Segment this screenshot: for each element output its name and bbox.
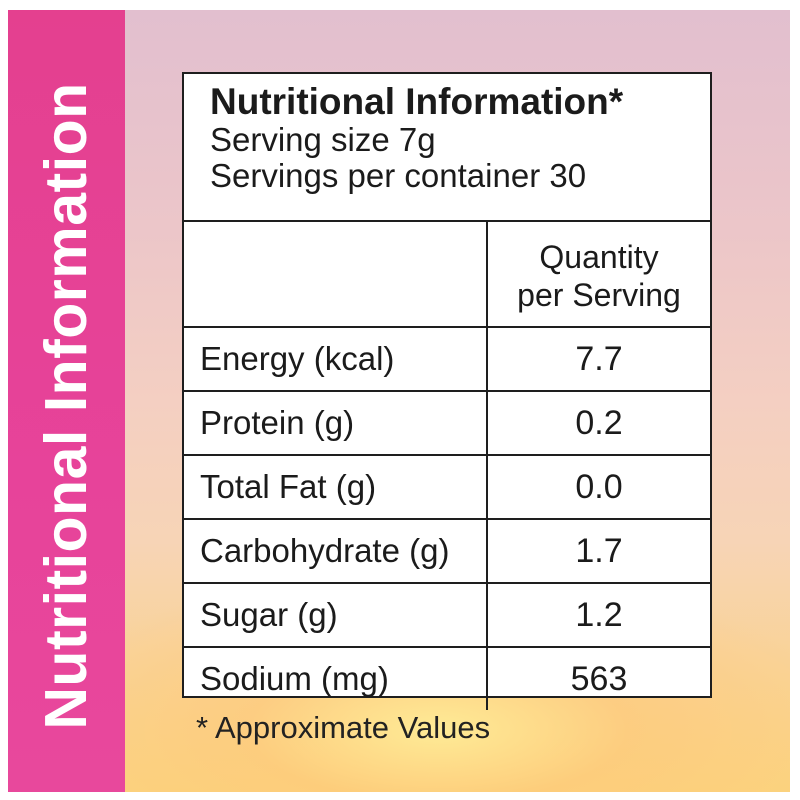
table-row: Protein (g) 0.2 [184, 392, 710, 456]
nutrient-label: Carbohydrate (g) [184, 520, 488, 582]
serving-size: Serving size 7g [210, 121, 436, 158]
column-header-quantity: Quantity per Serving [488, 222, 710, 326]
nutrient-label: Sugar (g) [184, 584, 488, 646]
column-header-empty [184, 222, 488, 326]
table-row: Total Fat (g) 0.0 [184, 456, 710, 520]
panel-title: Nutritional Information* [210, 81, 624, 122]
nutrient-value: 1.2 [575, 595, 623, 634]
column-header-row: Quantity per Serving [184, 222, 710, 328]
nutrient-value: 563 [570, 659, 628, 698]
nutrient-value: 1.7 [575, 531, 623, 570]
nutrient-value: 7.7 [575, 339, 623, 378]
servings-per-container: Servings per container 30 [210, 157, 587, 194]
footnote: * Approximate Values [196, 710, 491, 745]
nutrient-label: Sodium (mg) [184, 648, 488, 710]
table-row: Energy (kcal) 7.7 [184, 328, 710, 392]
panel-header: Nutritional Information* Serving size 7g… [184, 74, 710, 222]
label-background: Nutritional Information Nutritional Info… [8, 10, 790, 792]
nutrient-label: Protein (g) [184, 392, 488, 454]
table-row: Carbohydrate (g) 1.7 [184, 520, 710, 584]
nutrient-value: 0.2 [575, 403, 623, 442]
table-row: Sugar (g) 1.2 [184, 584, 710, 648]
nutrient-label: Energy (kcal) [184, 328, 488, 390]
sidebar-title: Nutritional Information [33, 82, 99, 730]
column-header-line1: Quantity [539, 239, 659, 275]
table-row: Sodium (mg) 563 [184, 648, 710, 710]
column-header-line2: per Serving [517, 277, 681, 313]
sidebar-band: Nutritional Information [8, 10, 125, 792]
nutrient-label: Total Fat (g) [184, 456, 488, 518]
nutrient-value: 0.0 [575, 467, 623, 506]
nutrition-panel: Nutritional Information* Serving size 7g… [182, 72, 712, 710]
